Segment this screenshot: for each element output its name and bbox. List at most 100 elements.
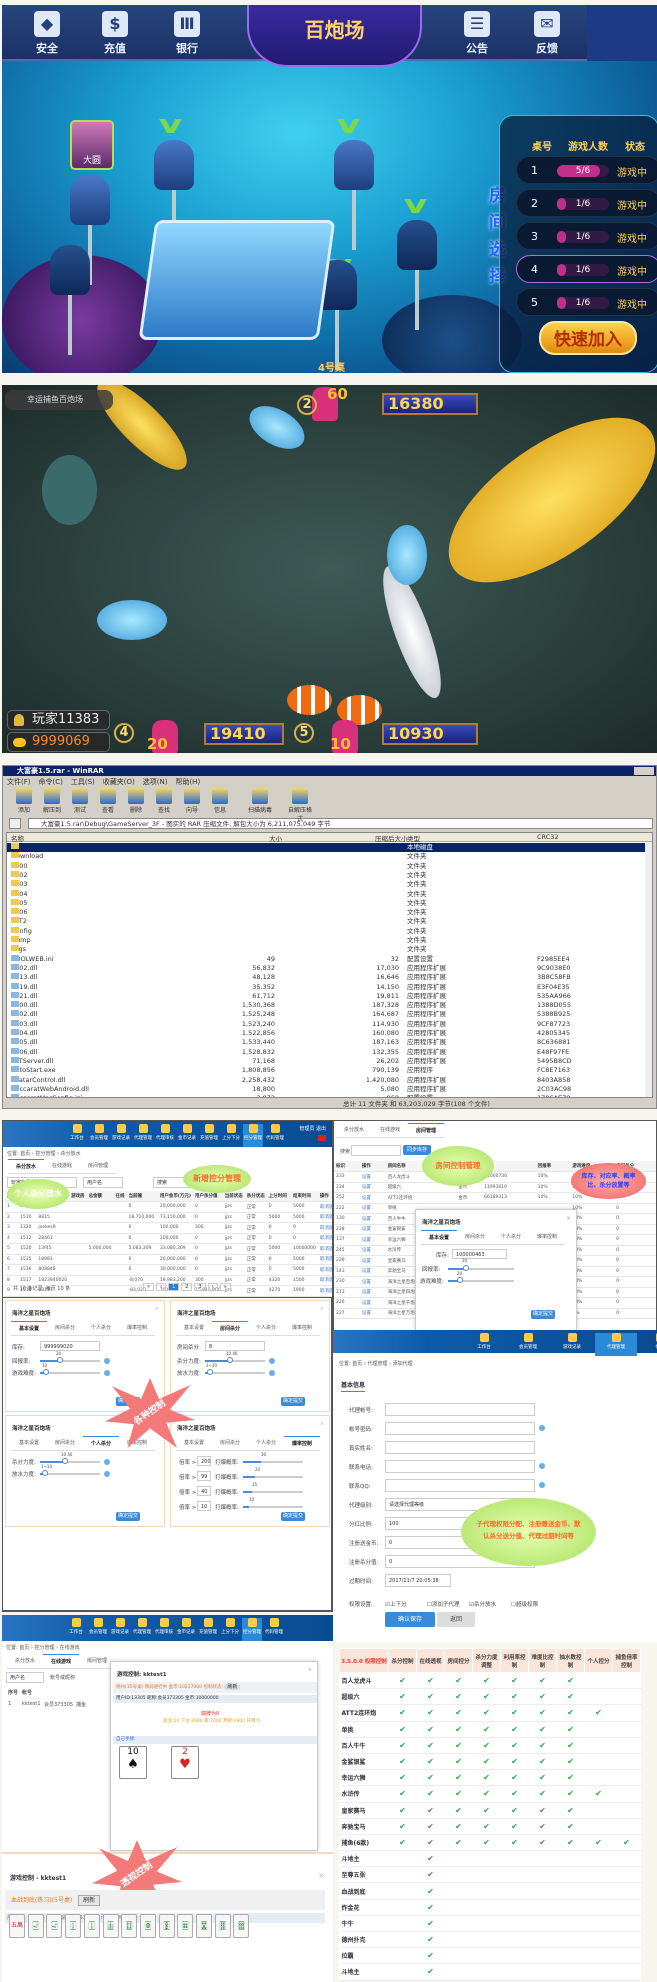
nav-item[interactable]: 控分管理 bbox=[243, 1124, 263, 1147]
file-row[interactable]: 4006 文件夹 bbox=[7, 908, 647, 917]
row-account[interactable]: kktest1 bbox=[22, 1701, 41, 1707]
player-avatar[interactable]: 大圆 bbox=[70, 120, 114, 170]
slider[interactable] bbox=[40, 1458, 100, 1464]
row-action-link[interactable]: 设置 bbox=[359, 1171, 386, 1183]
row-action-link[interactable]: 设置 bbox=[359, 1234, 386, 1246]
menu-item[interactable]: 收藏夹(O) bbox=[102, 778, 135, 786]
room-row[interactable]: 4 1/6 游戏中 bbox=[516, 255, 657, 283]
file-row[interactable]: .. 本地磁盘 bbox=[7, 843, 647, 853]
form-input[interactable] bbox=[385, 1403, 535, 1416]
close-icon[interactable]: × bbox=[307, 1667, 312, 1673]
refresh-button[interactable]: 刷新 bbox=[224, 1684, 241, 1690]
vertical-scrollbar[interactable] bbox=[645, 842, 652, 1097]
slider[interactable] bbox=[40, 1357, 100, 1363]
checkbox[interactable]: ☑ bbox=[469, 1602, 474, 1608]
column-header[interactable]: 上分时间 bbox=[266, 1191, 291, 1202]
nav-item[interactable]: 游戏记录 bbox=[110, 1618, 130, 1635]
dialog-tab[interactable]: 基本设置 bbox=[184, 1440, 205, 1446]
col-packed[interactable]: 压缩后大小 bbox=[375, 835, 408, 843]
tab-room-management[interactable]: 房间管理 bbox=[88, 1163, 109, 1169]
multiplier-input[interactable]: 99 bbox=[197, 1471, 211, 1481]
help-icon[interactable] bbox=[104, 1471, 110, 1477]
file-row[interactable]: AvatarControl.dll 2,258,432 1,420,080 应用程序扩… bbox=[7, 1075, 647, 1085]
stock-input[interactable]: 999999020 bbox=[40, 1341, 100, 1351]
row-action-link[interactable]: 设置 bbox=[359, 1203, 386, 1214]
close-icon[interactable]: × bbox=[319, 1421, 324, 1427]
up-folder-icon[interactable] bbox=[9, 818, 21, 829]
row-action-link[interactable]: 取消放水 bbox=[317, 1254, 332, 1265]
path-bar[interactable]: 大富豪1.5.rar\Debug\GameServer_3F - 图实的 RAR… bbox=[28, 818, 653, 829]
toolbar-button[interactable]: 查看 bbox=[95, 788, 121, 814]
page-button[interactable]: 2 bbox=[181, 1283, 193, 1291]
column-header[interactable]: 总金额 bbox=[86, 1191, 114, 1202]
menu-item[interactable]: 文件(F) bbox=[7, 778, 31, 786]
col-crc[interactable]: CRC32 bbox=[537, 833, 559, 841]
multiplier-input[interactable]: 10 bbox=[197, 1501, 211, 1511]
toolbar-button[interactable]: 测试 bbox=[67, 788, 93, 814]
nav-item[interactable]: 代理审核 bbox=[155, 1124, 175, 1141]
dialog-tab[interactable]: 个人杀分 bbox=[256, 1325, 277, 1331]
seat-chair[interactable] bbox=[70, 175, 110, 285]
quick-join-button[interactable]: 快速加入 bbox=[539, 321, 637, 355]
room-row[interactable]: 3 1/6 游戏中 bbox=[516, 222, 657, 250]
fishing-game-screen[interactable]: 幸运捕鱼百炮场 2 60 16380 4 20 19410 5 10 10930… bbox=[2, 385, 657, 753]
file-row[interactable]: 4000 文件夹 bbox=[7, 861, 647, 871]
rate-slider[interactable] bbox=[243, 1461, 303, 1463]
tab-rate-control[interactable]: 爆率控制 bbox=[537, 1234, 558, 1240]
stock-input[interactable]: 100000463 bbox=[452, 1249, 507, 1259]
file-row[interactable]: 4000.dll 1,530,368 187,328 应用程序扩展 1388D055 bbox=[7, 1001, 647, 1010]
slider[interactable] bbox=[40, 1470, 100, 1476]
toolbar-button[interactable]: 信息 bbox=[207, 788, 233, 814]
column-header[interactable]: 标识 bbox=[334, 1161, 360, 1172]
tab-room-management[interactable]: 房间管理 bbox=[87, 1658, 108, 1664]
row-action-link[interactable]: 取消放水 bbox=[317, 1275, 332, 1286]
column-header[interactable]: 用户杀分值 bbox=[192, 1191, 223, 1202]
close-icon[interactable]: × bbox=[318, 1871, 325, 1880]
slider[interactable] bbox=[40, 1369, 100, 1375]
window-controls[interactable] bbox=[634, 767, 654, 775]
tab-kill-release[interactable]: 杀分放水 bbox=[15, 1658, 36, 1664]
multiplier-input[interactable]: 200 bbox=[197, 1456, 211, 1466]
permission-checkbox[interactable]: ☑杀分放水 bbox=[469, 1600, 496, 1608]
help-icon[interactable] bbox=[104, 1459, 110, 1465]
column-header[interactable]: 当前状态 bbox=[222, 1191, 245, 1202]
menu-item[interactable]: 帮助(H) bbox=[175, 778, 201, 786]
close-icon[interactable]: × bbox=[319, 1306, 324, 1312]
room-row[interactable]: 1 5/6 游戏中 bbox=[516, 156, 657, 184]
checkbox[interactable]: ☐ bbox=[511, 1602, 516, 1608]
confirm-button[interactable]: 确定提交 bbox=[531, 1310, 555, 1319]
form-input[interactable] bbox=[385, 1460, 535, 1473]
row-action-link[interactable]: 取消放水 bbox=[317, 1222, 332, 1234]
close-icon[interactable]: × bbox=[565, 1215, 571, 1222]
checkbox[interactable]: ☑ bbox=[385, 1602, 390, 1608]
nav-item[interactable]: 上分下分 bbox=[221, 1124, 241, 1141]
column-header[interactable]: 结束时间 bbox=[290, 1191, 318, 1202]
file-row[interactable]: 1021.dll 61,712 19,811 应用程序扩展 535AA966 bbox=[7, 991, 647, 1001]
permission-checkbox[interactable]: ☑上下分 bbox=[385, 1600, 406, 1608]
file-row[interactable]: 1019.dll 35,352 14,150 应用程序扩展 E3F04E35 bbox=[7, 982, 647, 992]
permission-checkbox[interactable]: ☐超级权限 bbox=[511, 1600, 538, 1608]
nav-item[interactable]: 上分下分 bbox=[220, 1618, 240, 1635]
username-select[interactable]: 用户名 bbox=[6, 1672, 44, 1683]
file-row[interactable]: 4002 文件夹 bbox=[7, 870, 647, 880]
username-filter[interactable]: 用户名 bbox=[83, 1177, 123, 1188]
nav-item[interactable]: 金币记录 bbox=[176, 1618, 196, 1635]
tab-online-games[interactable]: 在线游戏 bbox=[380, 1127, 401, 1133]
dialog-tab[interactable]: 爆率控制 bbox=[127, 1325, 148, 1331]
seat-chair[interactable] bbox=[397, 220, 437, 330]
nav-shield-button[interactable]: ◆ 安全 bbox=[22, 11, 72, 56]
tab-personal-kill[interactable]: 个人杀分 bbox=[501, 1234, 522, 1240]
dialog-tab[interactable]: 爆率控制 bbox=[292, 1325, 313, 1331]
row-action-link[interactable]: 取消放水 bbox=[317, 1212, 332, 1223]
nav-item[interactable]: 会员管理 bbox=[507, 1333, 549, 1350]
nav-item[interactable]: 游戏记录 bbox=[111, 1124, 131, 1141]
row-action-link[interactable]: 设置 bbox=[359, 1255, 386, 1267]
file-row[interactable]: ATTServer.dll 71,168 26,202 应用程序扩展 5495B8CD bbox=[7, 1056, 647, 1066]
file-row[interactable]: 1013.dll 48,128 16,646 应用程序扩展 3B8C58FB bbox=[7, 973, 647, 982]
file-row[interactable]: ATT2 文件夹 bbox=[7, 917, 647, 926]
nav-item[interactable]: 工作台 bbox=[463, 1333, 505, 1350]
toolbar-button[interactable]: 删除 bbox=[123, 788, 149, 814]
dialog-tab[interactable]: 基本设置 bbox=[184, 1325, 205, 1331]
file-row[interactable]: AutoStart.exe 1,808,856 790,139 应用程序 FC8E716… bbox=[7, 1066, 647, 1075]
back-button[interactable]: 返回 bbox=[437, 1612, 475, 1627]
